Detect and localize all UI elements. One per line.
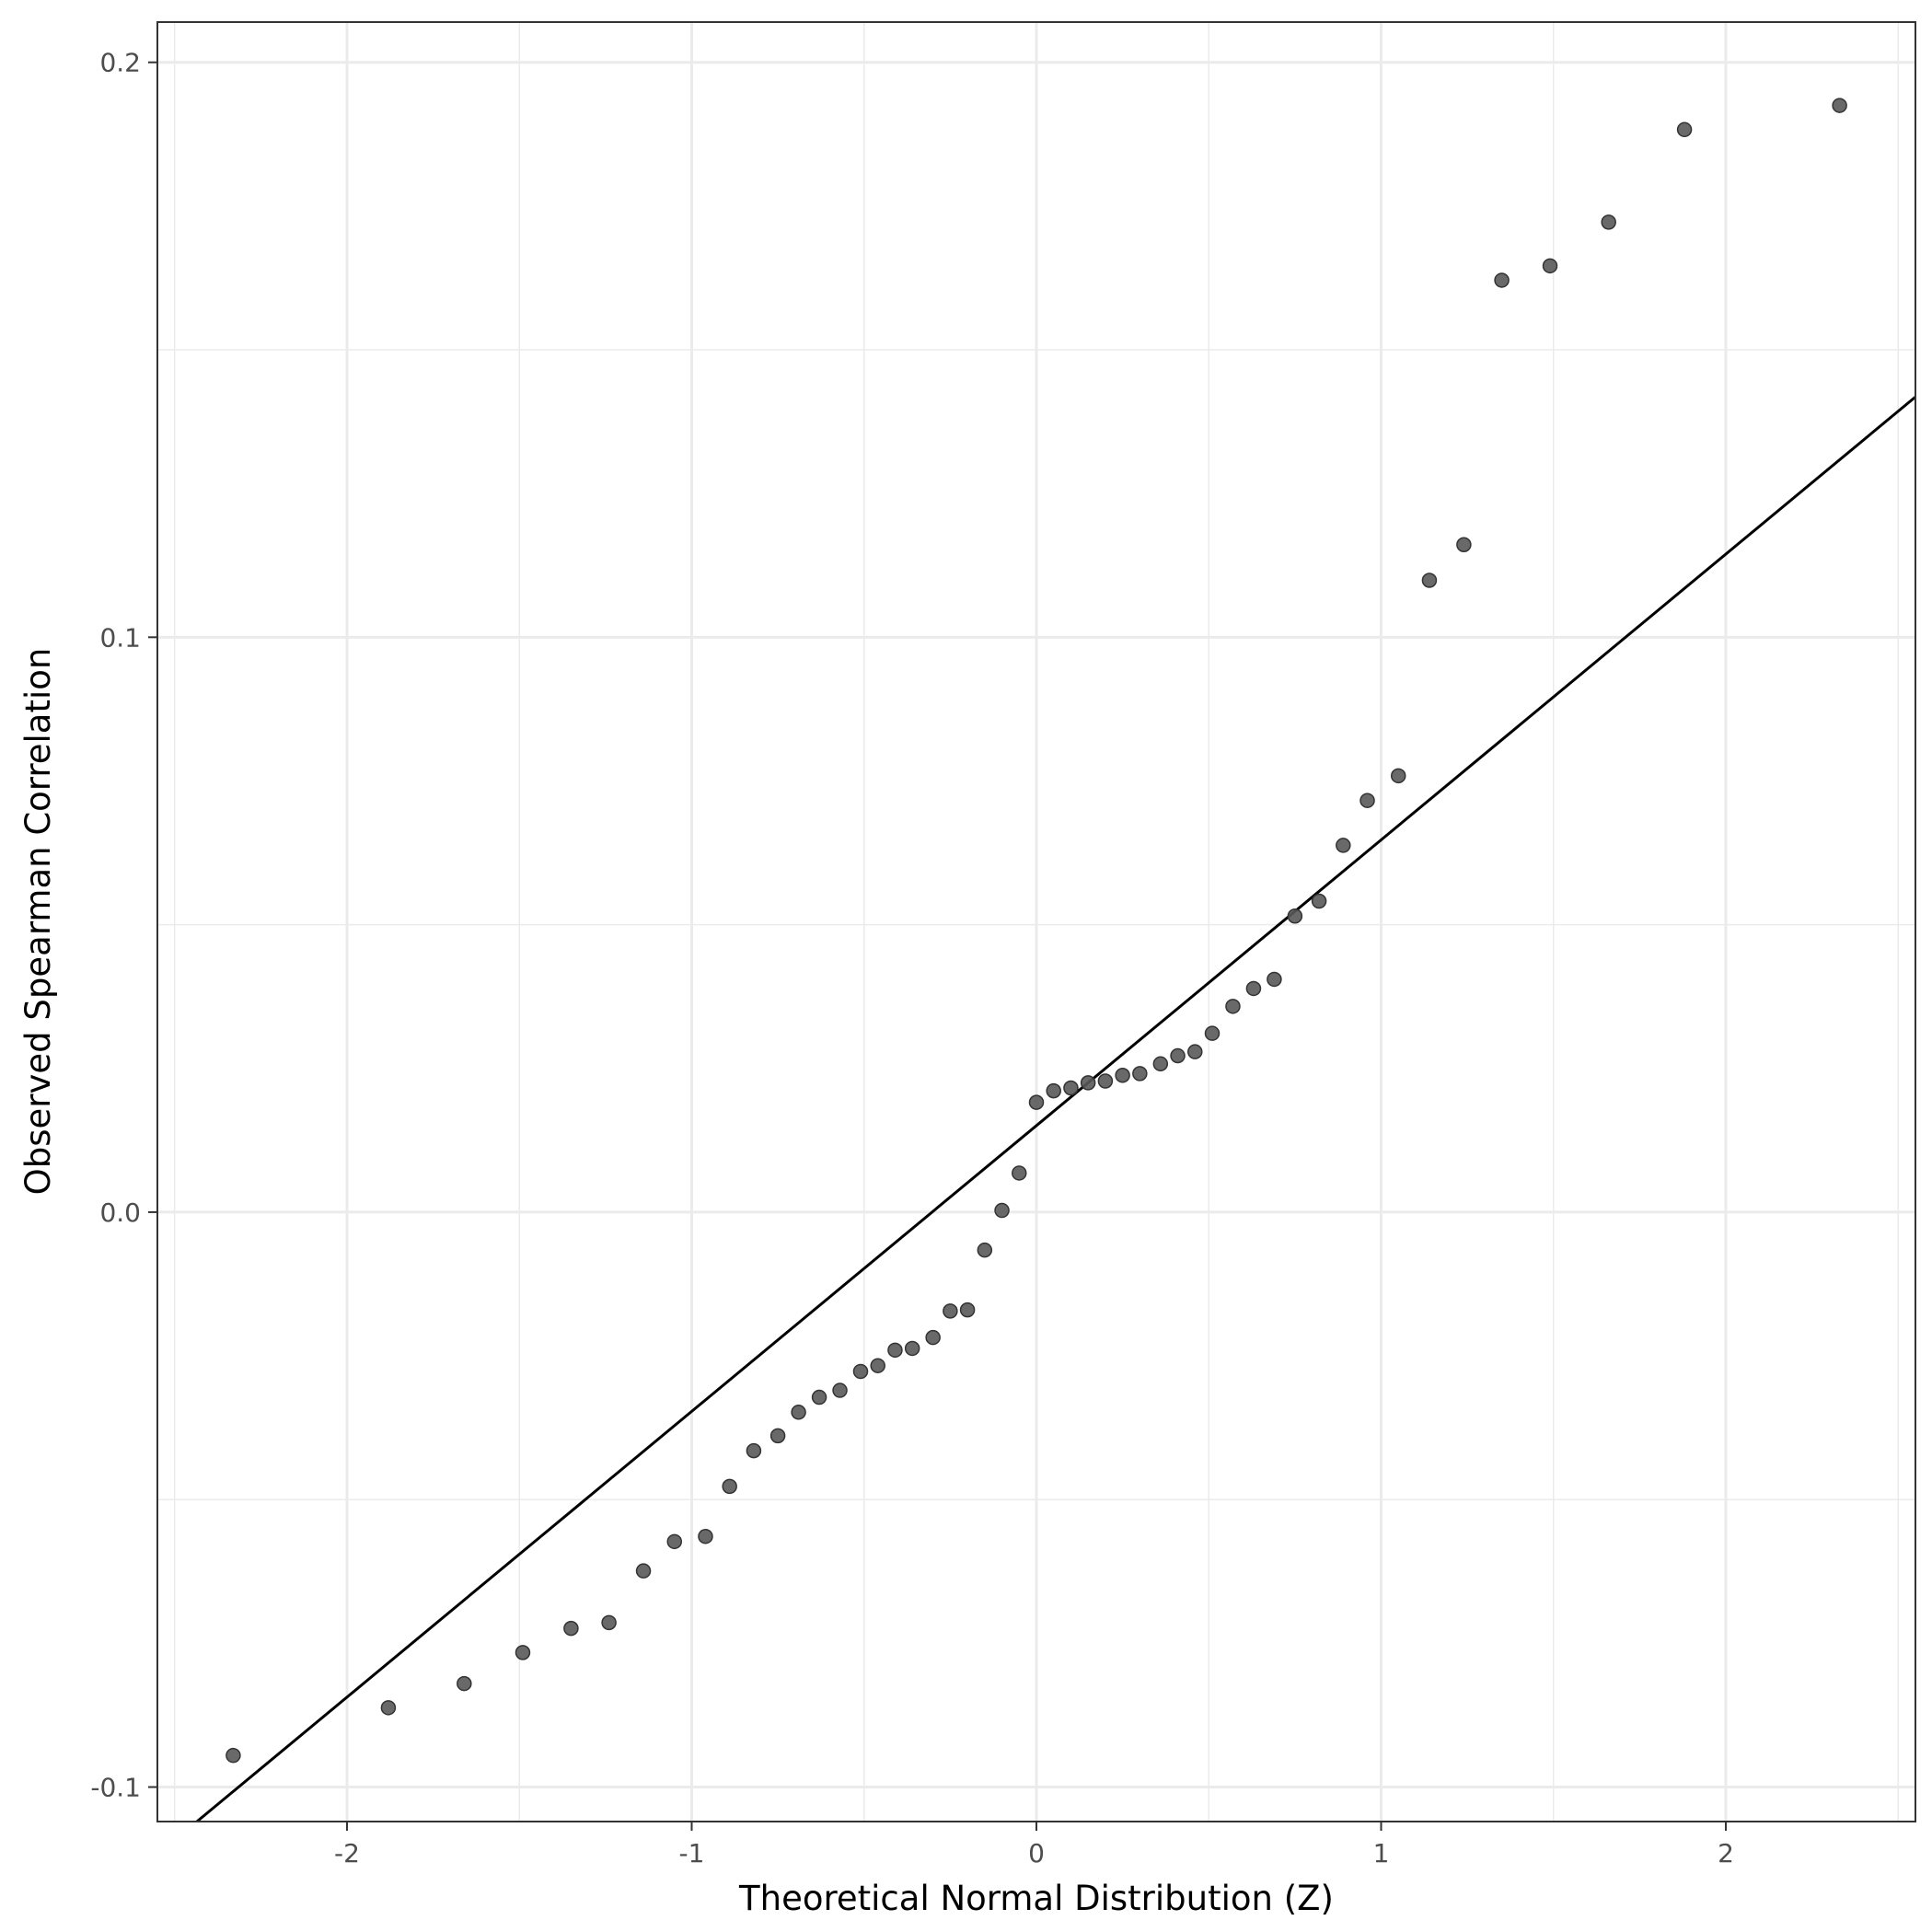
data-point xyxy=(1170,1047,1186,1064)
x-axis-title: Theoretical Normal Distribution (Z) xyxy=(738,1879,1334,1918)
reference-line-group xyxy=(195,396,1916,1823)
data-point xyxy=(666,1533,683,1550)
grid-minor xyxy=(157,22,1915,1822)
data-point xyxy=(1115,1068,1130,1083)
data-point xyxy=(791,1405,806,1420)
data-point xyxy=(1063,1080,1079,1096)
data-point xyxy=(635,1563,652,1579)
data-point xyxy=(769,1428,786,1444)
data-point xyxy=(1245,980,1262,997)
data-point xyxy=(457,1675,472,1692)
data-point xyxy=(1456,537,1472,553)
data-point xyxy=(1187,1044,1203,1059)
reference-line xyxy=(195,396,1916,1823)
data-point xyxy=(601,1614,617,1631)
points-group xyxy=(226,98,1847,1764)
data-point xyxy=(380,1700,397,1716)
x-axis-tick-labels: -2 -1 0 1 2 xyxy=(334,1838,1734,1868)
data-point xyxy=(722,1478,737,1495)
y-tick-label: 0.0 xyxy=(99,1197,141,1228)
data-point xyxy=(1132,1066,1148,1082)
y-tick-label: -0.1 xyxy=(90,1773,141,1803)
data-point xyxy=(1204,1025,1221,1041)
data-point xyxy=(1390,768,1406,784)
data-point xyxy=(1028,1094,1045,1110)
data-point xyxy=(1012,1165,1027,1181)
data-point xyxy=(977,1242,993,1258)
data-point xyxy=(1152,1056,1169,1072)
data-point xyxy=(1359,792,1375,808)
data-point xyxy=(1494,272,1510,288)
data-point xyxy=(870,1358,885,1373)
data-point xyxy=(1225,999,1241,1014)
data-point xyxy=(904,1340,920,1357)
data-point xyxy=(887,1342,903,1359)
data-point xyxy=(811,1389,827,1406)
data-point xyxy=(1601,214,1616,230)
x-tick-label: 1 xyxy=(1373,1838,1390,1868)
data-point xyxy=(1046,1082,1061,1099)
data-point xyxy=(852,1363,869,1380)
data-point xyxy=(1336,838,1351,853)
y-tick-label: 0.2 xyxy=(99,48,141,78)
data-point xyxy=(1287,908,1303,924)
y-axis-tick-labels: -0.1 0.0 0.1 0.2 xyxy=(90,48,141,1803)
data-point xyxy=(943,1303,958,1319)
data-point xyxy=(1267,971,1282,988)
data-point xyxy=(1080,1075,1096,1091)
data-point xyxy=(925,1329,941,1346)
data-point xyxy=(832,1382,848,1398)
x-tick-label: -2 xyxy=(334,1838,360,1868)
data-point xyxy=(563,1620,579,1637)
data-point xyxy=(1311,893,1327,909)
axis-ticks xyxy=(148,61,1728,1831)
data-point xyxy=(1097,1073,1114,1089)
y-tick-label: 0.1 xyxy=(99,622,141,653)
data-point xyxy=(746,1442,762,1459)
x-tick-label: -1 xyxy=(679,1838,705,1868)
data-point xyxy=(1542,258,1558,274)
data-point xyxy=(1832,98,1847,113)
x-tick-label: 2 xyxy=(1718,1838,1734,1868)
data-point xyxy=(698,1528,713,1544)
data-point xyxy=(1676,121,1693,138)
grid-major xyxy=(157,22,1915,1822)
data-point xyxy=(1421,573,1438,588)
y-axis-title: Observed Spearman Correlation xyxy=(18,648,58,1196)
data-point xyxy=(994,1202,1010,1219)
data-point xyxy=(515,1645,531,1660)
x-tick-label: 0 xyxy=(1028,1838,1045,1868)
data-point xyxy=(959,1301,976,1318)
data-point xyxy=(226,1747,241,1764)
